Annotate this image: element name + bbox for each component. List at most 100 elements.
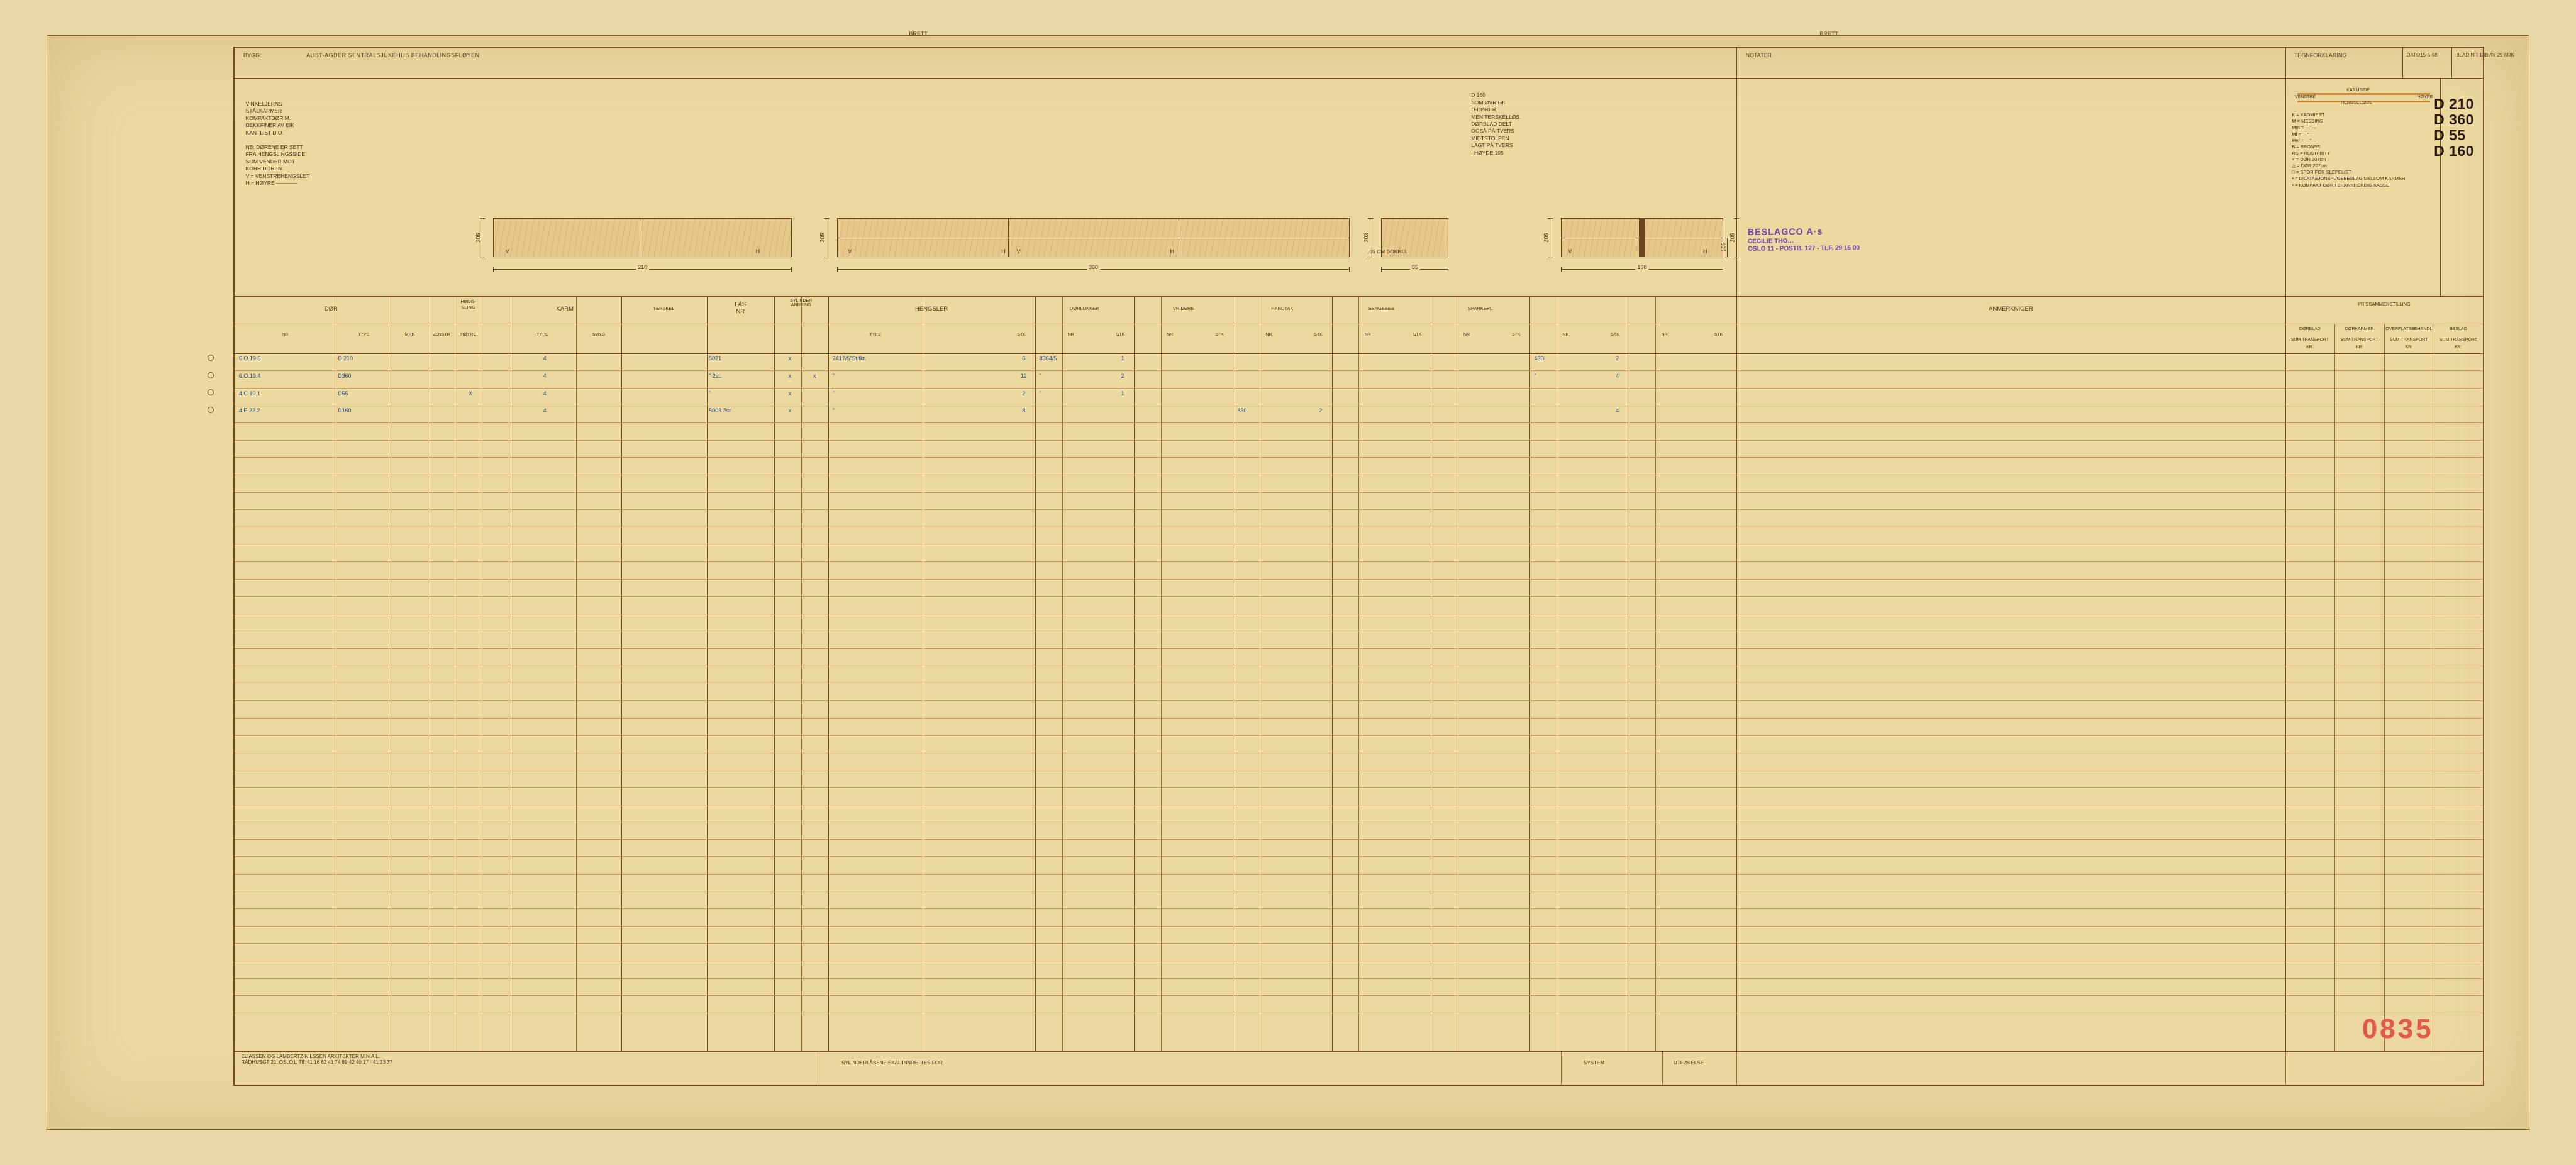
table-cell: 1 xyxy=(1111,355,1134,362)
dato: DATO15-5-68 xyxy=(2407,52,2438,58)
blad-nr: BLAD NR 13B AV 29 ARK xyxy=(2456,52,2514,58)
table-cell: D 210 xyxy=(338,355,392,362)
col-header: STK xyxy=(1206,333,1233,337)
col-header: HENGSLER xyxy=(828,306,1035,312)
col-header: DØRLUKKER xyxy=(1035,306,1134,311)
col-header: VRIDERE xyxy=(1134,306,1233,311)
system-label: SYSTEM xyxy=(1584,1060,1604,1066)
table-cell: x xyxy=(779,390,801,397)
col-header: STK xyxy=(1305,333,1332,337)
table-cell: 6.O.19.6 xyxy=(239,355,336,362)
table-cell: 5021 xyxy=(709,355,776,362)
row-marker xyxy=(208,355,214,361)
col-header: STK xyxy=(1404,333,1431,337)
col-header: KR: xyxy=(2285,345,2335,350)
bygg-value: AUST-AGDER SENTRALSJUKEHUS BEHANDLINGSFL… xyxy=(306,52,480,58)
table-cell: 2 xyxy=(1309,407,1332,414)
table-cell: 43B xyxy=(1534,355,1601,362)
col-header: KR: xyxy=(2434,345,2484,350)
col-header: SENGEBES xyxy=(1332,306,1431,311)
table-cell: 12 xyxy=(1013,373,1035,379)
col-header: SYLINDERANBRING xyxy=(774,299,828,307)
table-cell: 6.O.19.4 xyxy=(239,373,336,379)
col-header: STK xyxy=(1602,333,1629,337)
col-header: DØRKARMER xyxy=(2334,327,2384,331)
door-elevation-D160: VH160205105205 xyxy=(1561,218,1723,257)
col-header: VENSTR xyxy=(428,333,455,337)
col-header: NR xyxy=(1629,333,1701,337)
col-header: HØYRE xyxy=(455,333,482,337)
col-header: ANMERKNIGER xyxy=(1736,306,2285,312)
col-header: SPARKEPL xyxy=(1431,306,1530,311)
table-cell: 2417/5"St.fkr. xyxy=(833,355,1013,362)
table-cell: 4 xyxy=(513,373,576,379)
col-header: SUM TRANSPORT xyxy=(2434,338,2484,342)
col-header: DØR xyxy=(235,306,428,312)
col-header: STK xyxy=(1502,333,1530,337)
table-cell: 2 xyxy=(1013,390,1035,397)
col-header: NR xyxy=(1134,333,1206,337)
drawing-frame: BYGG: AUST-AGDER SENTRALSJUKEHUS BEHANDL… xyxy=(233,47,2485,1086)
utforelse-label: UTFØRELSE xyxy=(1674,1060,1704,1066)
sokkel-note: ,65 CM SOKKEL xyxy=(1368,248,1408,255)
table-cell: 4.E.22.2 xyxy=(239,407,336,414)
table-cell: 2 xyxy=(1111,373,1134,379)
footer-band: ELIASSEN OG LAMBERTZ-NILSSEN ARKITEKTER … xyxy=(235,1051,2484,1085)
architect-credit: ELIASSEN OG LAMBERTZ-NILSSEN ARKITEKTER … xyxy=(241,1054,392,1066)
title-band: BYGG: AUST-AGDER SENTRALSJUKEHUS BEHANDL… xyxy=(235,48,2484,79)
table-cell: " xyxy=(1534,373,1601,379)
col-header: NR xyxy=(235,333,336,337)
brett-1: BRETT xyxy=(909,31,928,37)
col-header: HANDTAK xyxy=(1233,306,1331,311)
col-header: NR xyxy=(1530,333,1601,337)
legend: KARMSIDE HENGSELSIDE VENSTRE HØYRE K = K… xyxy=(2292,92,2436,189)
table-cell: 6 xyxy=(1013,355,1035,362)
table-cell: x xyxy=(803,373,826,379)
col-header: TERSKEL xyxy=(621,306,707,311)
col-header: STK xyxy=(1701,333,1736,337)
col-header: BESLAG xyxy=(2434,327,2484,331)
col-header: NR xyxy=(1035,333,1107,337)
col-header: HENG-SLING xyxy=(428,299,509,310)
table-cell: 5003 2st xyxy=(709,407,776,414)
col-header: DØRBLAD xyxy=(2285,327,2335,331)
table-cell: 4 xyxy=(1606,373,1629,379)
drawing-codes: D 210D 360D 55D 160 xyxy=(2434,96,2474,158)
table-cell: " xyxy=(833,390,1013,397)
table-cell: " xyxy=(709,390,776,397)
table-cell: x xyxy=(779,373,801,379)
col-header: KARM xyxy=(509,306,621,312)
table-cell: " xyxy=(1040,373,1107,379)
d160-note: D 160SOM ØVRIGED-DØRER,MEN TERSKELLØS.DØ… xyxy=(1471,92,1662,157)
col-header: SMYG xyxy=(576,333,621,337)
col-header: PRISSAMMENSTILLING xyxy=(2285,301,2484,307)
row-marker xyxy=(208,389,214,395)
table-cell: " xyxy=(833,373,1013,379)
table-cell: 8 xyxy=(1013,407,1035,414)
cylinder-note: SYLINDERLÅSENE SKAL INNRETTES FOR xyxy=(841,1060,943,1066)
col-header: KR: xyxy=(2384,345,2434,350)
schedule-table: DØRNRTYPEMRKHENG-SLINGVENSTRHØYREKARMTYP… xyxy=(235,297,2484,1051)
table-cell: " 2st. xyxy=(709,373,776,379)
col-header: NR xyxy=(1431,333,1502,337)
col-header: KR: xyxy=(2334,345,2384,350)
table-cell: 4 xyxy=(513,390,576,397)
table-cell: 1 xyxy=(1111,390,1134,397)
paper-sheet: BYGG: AUST-AGDER SENTRALSJUKEHUS BEHANDL… xyxy=(47,35,2530,1130)
table-cell: " xyxy=(1040,390,1107,397)
col-header: SUM TRANSPORT xyxy=(2334,338,2384,342)
col-header: TYPE xyxy=(828,333,923,337)
table-cell: X xyxy=(459,390,482,397)
table-cell: 4 xyxy=(513,407,576,414)
table-cell: D55 xyxy=(338,390,392,397)
company-stamp: BESLAGCO A·s CECILIE THO… OSLO 11 - POST… xyxy=(1748,226,1860,253)
door-elevation-D360: VHVH360205 xyxy=(837,218,1350,257)
construction-notes: VINKELJERNSSTÅLKARMERKOMPAKTDØR M.DEKKFI… xyxy=(246,101,448,187)
table-cell: 4 xyxy=(1606,407,1629,414)
col-header: MRK xyxy=(392,333,428,337)
table-cell: 8364/5 xyxy=(1040,355,1107,362)
col-header: STK xyxy=(1008,333,1035,337)
table-cell: D160 xyxy=(338,407,392,414)
table-cell: D360 xyxy=(338,373,392,379)
col-header: LÅSNR xyxy=(707,301,774,315)
